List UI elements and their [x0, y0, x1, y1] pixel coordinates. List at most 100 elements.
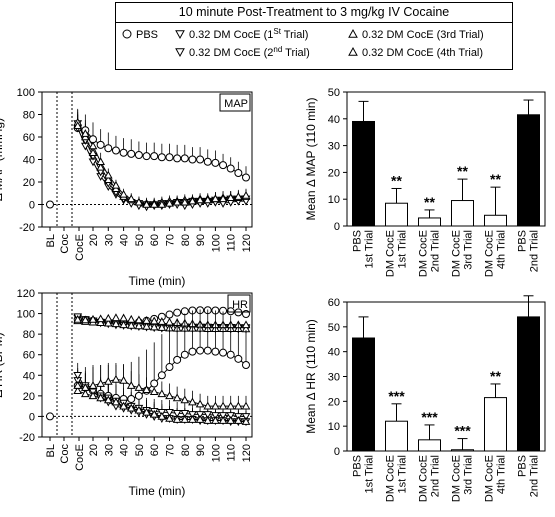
- data-point: [226, 307, 235, 316]
- bar-3: [418, 439, 441, 452]
- data-point: [96, 393, 105, 402]
- data-point: [111, 146, 120, 155]
- x-tick-label: 50: [134, 444, 146, 456]
- data-point: [119, 189, 128, 198]
- category-label: DM CocE: [451, 230, 463, 277]
- bar-6: [517, 114, 540, 227]
- x-tick-label: 90: [195, 444, 207, 456]
- data-point: [196, 346, 205, 355]
- y-tick-label: -20: [19, 432, 35, 444]
- y-tick-label: 0: [29, 200, 35, 212]
- data-point: [157, 323, 167, 331]
- x-tick-label: Coc: [59, 444, 71, 464]
- data-point: [96, 318, 105, 326]
- panel-label: MAP: [224, 98, 248, 110]
- legend-marker-2: [175, 30, 185, 40]
- category-label: 3rd Trial: [463, 230, 475, 270]
- legend: 10 minute Post-Treatment to 3 mg/kg IV C…: [115, 2, 513, 70]
- data-point: [103, 318, 113, 327]
- category-label: DM CocE: [385, 230, 397, 277]
- data-point: [242, 173, 250, 182]
- data-point: [195, 411, 205, 419]
- data-point: [211, 347, 220, 356]
- significance-label: **: [424, 194, 435, 210]
- x-tick-label: CocE: [74, 234, 86, 261]
- bar-2: [385, 202, 408, 227]
- y-tick-label: 100: [17, 87, 35, 99]
- y-tick-label: 20: [23, 391, 35, 403]
- data-point: [157, 411, 167, 420]
- data-point: [211, 158, 220, 167]
- data-point: [104, 144, 113, 153]
- data-point: [180, 410, 190, 418]
- x-tick-label: 110: [226, 234, 238, 252]
- legend-label-1: PBS: [136, 29, 158, 41]
- y-axis-label: Mean Δ MAP (110 min): [304, 98, 318, 221]
- category-label: 1st Trial: [364, 455, 376, 494]
- data-point: [234, 416, 243, 424]
- data-point: [180, 414, 190, 423]
- data-point: [134, 315, 144, 324]
- data-point: [88, 391, 98, 400]
- category-label: 1st Trial: [397, 230, 409, 269]
- data-point: [180, 197, 190, 206]
- data-point: [180, 154, 189, 163]
- category-label: 1st Trial: [397, 455, 409, 494]
- x-axis-label: Time (min): [129, 274, 186, 288]
- data-point: [173, 355, 182, 364]
- legend-label-3: 0.32 DM CocE (3rd Trial): [362, 29, 484, 41]
- data-point: [127, 149, 136, 158]
- data-point: [127, 394, 136, 403]
- data-point: [211, 416, 220, 424]
- category-label: DM CocE: [418, 230, 430, 277]
- category-label: 3rd Trial: [463, 455, 475, 495]
- data-point: [150, 379, 159, 388]
- y-tick-label: 60: [23, 132, 35, 144]
- data-point: [173, 308, 182, 317]
- data-point: [203, 416, 213, 424]
- data-point: [188, 155, 197, 164]
- data-point: [142, 407, 151, 416]
- y-tick-label: 50: [328, 322, 340, 334]
- category-label: PBS: [517, 230, 529, 252]
- y-tick-label: 10: [328, 421, 340, 433]
- data-point: [81, 129, 90, 137]
- data-point: [157, 371, 166, 380]
- data-point: [180, 395, 190, 404]
- significance-label: **: [490, 171, 501, 187]
- data-point: [203, 346, 212, 355]
- data-point: [188, 347, 197, 356]
- data-point: [96, 162, 105, 171]
- category-label: PBS: [517, 455, 529, 477]
- x-tick-label: 70: [165, 234, 177, 246]
- y-tick-label: 0: [29, 411, 35, 423]
- x-tick-label: 70: [165, 444, 177, 456]
- data-point: [165, 413, 174, 422]
- y-tick-label: 50: [328, 87, 340, 99]
- data-point: [226, 350, 235, 359]
- category-label: 4th Trial: [496, 455, 508, 494]
- legend-title: 10 minute Post-Treatment to 3 mg/kg IV C…: [116, 5, 512, 23]
- data-point: [165, 198, 174, 207]
- legend-marker-1: [122, 29, 132, 39]
- data-point: [142, 385, 151, 393]
- data-point: [134, 321, 144, 330]
- data-point: [134, 151, 143, 159]
- data-point: [241, 190, 251, 199]
- data-point: [149, 409, 159, 418]
- data-point: [196, 155, 205, 164]
- category-label: PBS: [352, 455, 364, 477]
- data-point: [73, 371, 83, 380]
- data-point: [88, 148, 98, 157]
- data-point: [73, 381, 83, 389]
- data-point: [226, 412, 236, 420]
- category-label: DM CocE: [451, 455, 463, 502]
- data-point: [126, 314, 136, 323]
- category-label: 1st Trial: [364, 230, 376, 269]
- data-point: [134, 383, 144, 391]
- panel-label: HR: [232, 299, 248, 311]
- data-point: [134, 197, 144, 206]
- x-tick-label: BL: [45, 444, 57, 457]
- category-label: DM CocE: [385, 455, 397, 502]
